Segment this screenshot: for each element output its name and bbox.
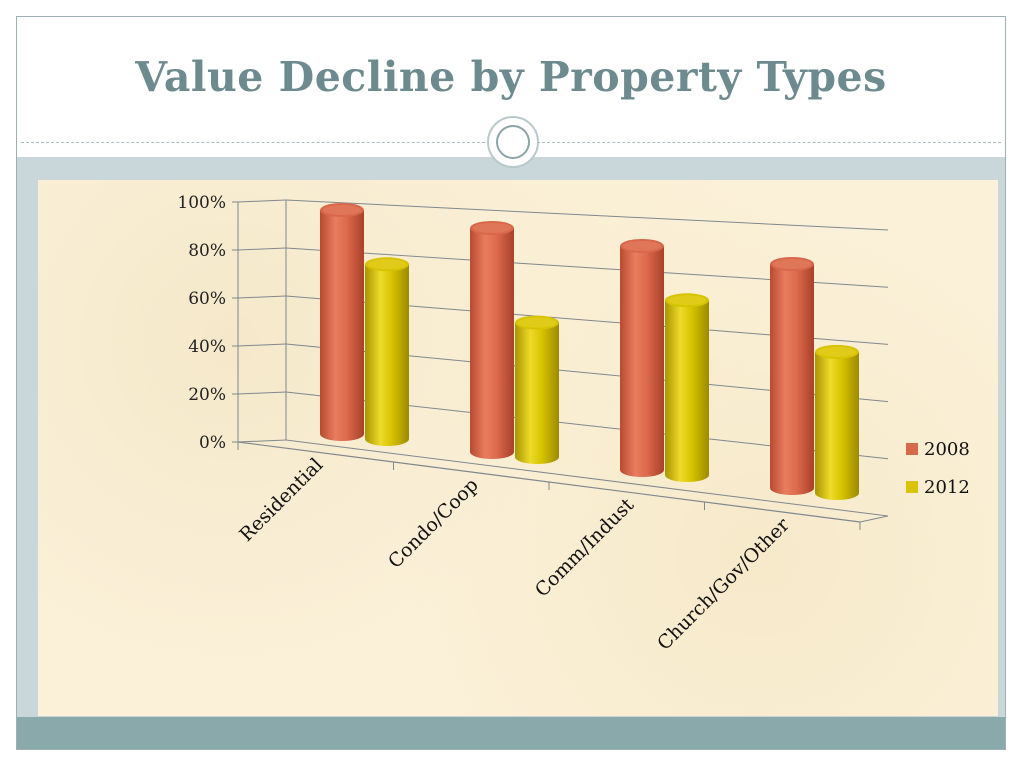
gridline-wall	[237, 247, 287, 251]
bar-2012-church-gov-other	[815, 344, 859, 500]
bar-2008-comm-indust	[620, 239, 664, 477]
y-tick-label: 40%	[188, 337, 226, 357]
gridline-wall	[237, 391, 287, 395]
gridline-wall	[237, 295, 287, 299]
bar-top-highlight	[518, 317, 556, 328]
bar-top-highlight	[668, 295, 706, 306]
bar-2008-residential	[320, 203, 364, 441]
bar-top-highlight	[818, 346, 856, 357]
bar-body	[365, 264, 409, 446]
bar-2012-residential	[365, 257, 409, 446]
x-tick-label: Comm/Indust	[531, 494, 639, 602]
y-tick-label: 60%	[188, 289, 226, 309]
page-title: Value Decline by Property Types	[135, 53, 887, 101]
legend-label: 2008	[924, 439, 970, 460]
y-tick-label: 80%	[188, 241, 226, 261]
bar-body	[320, 210, 364, 441]
bar-body	[665, 300, 709, 482]
circle-ornament-icon	[487, 116, 539, 168]
gridline-wall	[237, 439, 287, 443]
legend-swatch	[906, 443, 918, 455]
x-tick-label: Condo/Coop	[384, 474, 483, 573]
y-tick-label: 0%	[199, 433, 226, 453]
gridline-wall	[237, 343, 287, 347]
x-tick-label: Church/Gov/Other	[653, 513, 794, 654]
gridline-wall	[237, 199, 287, 203]
bar-2008-condo-coop	[470, 221, 514, 459]
footer-band	[17, 717, 1005, 749]
bar-body	[770, 264, 814, 495]
legend-swatch	[906, 481, 918, 493]
bar-body	[515, 322, 559, 464]
chart: 0% 20% 40% 60% 80% 100% Residential Condo/Coop C…	[177, 193, 970, 655]
bar-top-highlight	[323, 205, 361, 215]
y-tick-label: 20%	[188, 385, 226, 405]
legend-label: 2012	[924, 477, 970, 498]
bar-top-highlight	[473, 223, 511, 233]
bar-top-highlight	[623, 241, 661, 251]
gridline	[285, 439, 889, 517]
chart-panel: 0% 20% 40% 60% 80% 100% Residential Condo/Coop C…	[38, 180, 998, 716]
x-tick-label: Residential	[235, 454, 327, 546]
bar-2012-condo-coop	[515, 315, 559, 464]
y-tick-label: 100%	[177, 193, 226, 213]
bar-top-highlight	[368, 259, 406, 270]
bar-2008-church-gov-other	[770, 257, 814, 495]
bar-top-highlight	[773, 259, 811, 269]
bar-body	[815, 351, 859, 500]
floor-side-edge	[859, 515, 889, 523]
bar-body	[470, 228, 514, 459]
bar-body	[620, 246, 664, 477]
bar-2012-comm-indust	[665, 293, 709, 482]
gridline	[285, 199, 889, 231]
title-area: Value Decline by Property Types	[17, 17, 1005, 143]
